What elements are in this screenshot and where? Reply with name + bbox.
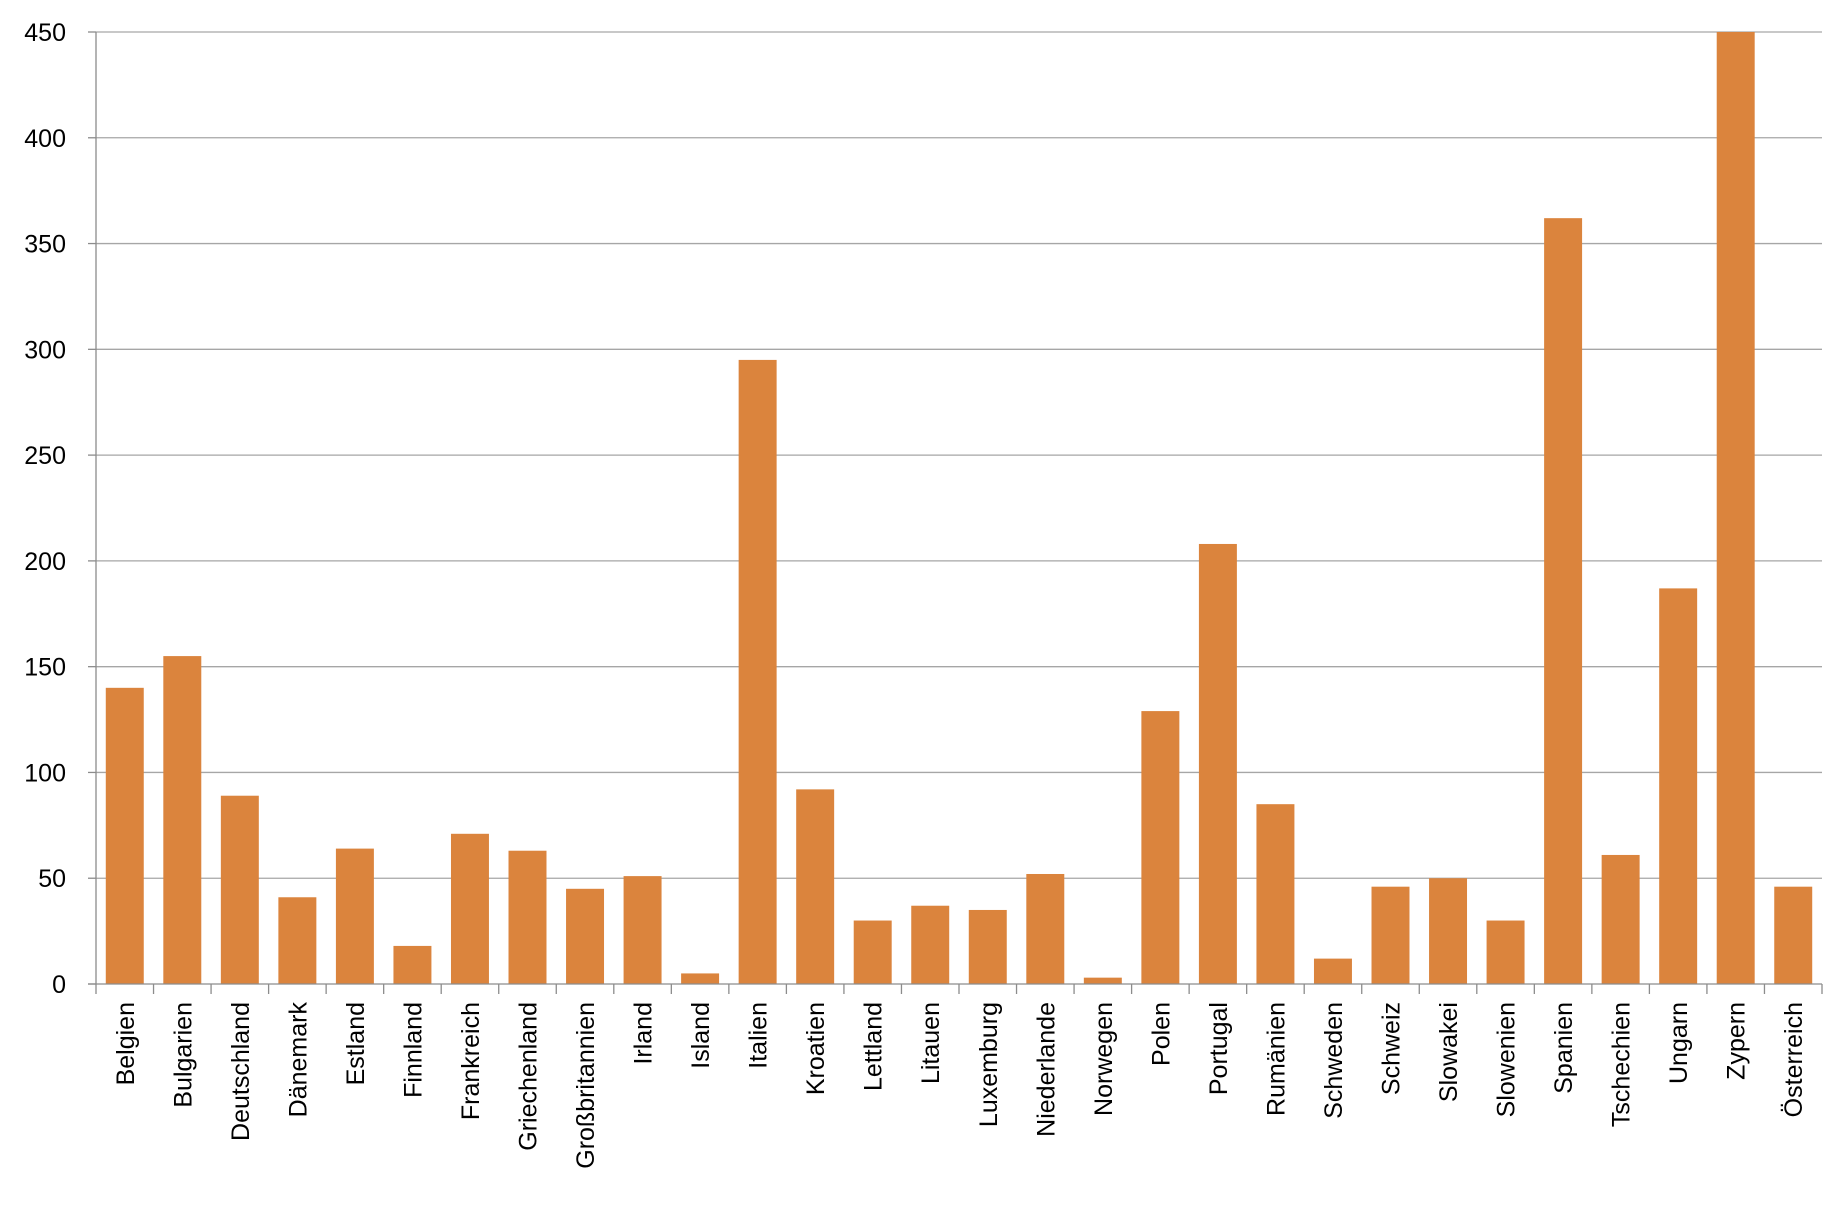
bar <box>1083 977 1122 984</box>
x-tick-label: Portugal <box>1205 1002 1233 1095</box>
bar <box>393 945 432 984</box>
bar <box>1601 854 1640 984</box>
bar <box>1256 804 1295 984</box>
x-tick-label: Zypern <box>1723 1002 1751 1080</box>
y-tick-label: 150 <box>24 654 66 682</box>
x-tick-label: Norwegen <box>1090 1002 1118 1116</box>
x-tick-label: Griechenland <box>515 1002 543 1151</box>
bar <box>1716 32 1755 984</box>
bar <box>1198 543 1237 984</box>
bar <box>1371 886 1410 984</box>
x-tick-label: Schweden <box>1320 1002 1348 1119</box>
x-tick-label: Schweiz <box>1378 1002 1406 1095</box>
x-tick-label: Italien <box>745 1002 773 1069</box>
bar <box>1486 920 1525 984</box>
x-tick-labels: Belgien Bulgarien Deutschland Dänemark Estla… <box>112 1002 1808 1169</box>
x-tick-label: Tschechien <box>1608 1002 1636 1127</box>
bar <box>796 789 835 984</box>
bar <box>508 850 547 984</box>
x-tick-label: Rumänien <box>1262 1002 1290 1116</box>
gridlines <box>96 31 1822 879</box>
bar <box>105 687 144 984</box>
y-tick-label: 200 <box>24 548 66 576</box>
y-tick-label: 250 <box>24 442 66 470</box>
bar <box>335 848 374 984</box>
bar <box>566 888 605 984</box>
x-tick-label: Polen <box>1147 1002 1175 1066</box>
y-tick-label: 350 <box>24 231 66 259</box>
bar <box>623 876 662 984</box>
bar <box>911 905 950 984</box>
y-tick-label: 50 <box>38 865 66 893</box>
x-tick-label: Deutschland <box>227 1002 255 1141</box>
x-tick-label: Slowakei <box>1435 1002 1463 1102</box>
x-tick-label: Frankreich <box>457 1002 485 1120</box>
x-tick-label: Bulgarien <box>169 1002 197 1108</box>
x-tick-label: Slowenien <box>1493 1002 1521 1117</box>
bar <box>220 795 259 984</box>
x-tick-label: Litauen <box>917 1002 945 1084</box>
x-tick-label: Belgien <box>112 1002 140 1085</box>
y-tick-labels: 0 50 100 150 200 250 300 350 400 450 <box>24 19 66 999</box>
x-tick-label: Island <box>687 1002 715 1069</box>
bars <box>105 32 1813 984</box>
bar <box>1141 711 1180 984</box>
x-tick-label: Dänemark <box>284 1002 312 1118</box>
bar <box>163 656 202 984</box>
bar <box>853 920 892 984</box>
bar <box>968 909 1007 984</box>
bar <box>1429 878 1468 984</box>
x-tick-label: Ungarn <box>1665 1002 1693 1084</box>
x-tick-label: Niederlande <box>1032 1002 1060 1137</box>
bar <box>1774 886 1813 984</box>
bar <box>278 897 317 984</box>
y-tick-label: 450 <box>24 19 66 47</box>
y-tick-label: 300 <box>24 336 66 364</box>
x-tick-label: Luxemburg <box>975 1002 1003 1127</box>
bar <box>1026 873 1065 984</box>
x-tick-label: Kroatien <box>802 1002 830 1095</box>
y-tick-label: 0 <box>52 971 66 999</box>
x-tick-label: Österreich <box>1780 1002 1808 1117</box>
x-tick-label: Irland <box>630 1002 658 1065</box>
x-tick-label: Großbritannien <box>572 1002 600 1169</box>
x-tick-label: Spanien <box>1550 1002 1578 1094</box>
bar <box>1659 588 1698 984</box>
x-tick-label: Lettland <box>860 1002 888 1091</box>
y-tick-label: 100 <box>24 759 66 787</box>
bar <box>681 973 720 984</box>
x-tick-label: Estland <box>342 1002 370 1085</box>
bar <box>1544 218 1583 984</box>
bar <box>1313 958 1352 984</box>
bar <box>450 833 489 984</box>
axes <box>88 31 1823 994</box>
y-tick-label: 400 <box>24 125 66 153</box>
bar <box>738 359 777 984</box>
x-tick-label: Finnland <box>399 1002 427 1098</box>
